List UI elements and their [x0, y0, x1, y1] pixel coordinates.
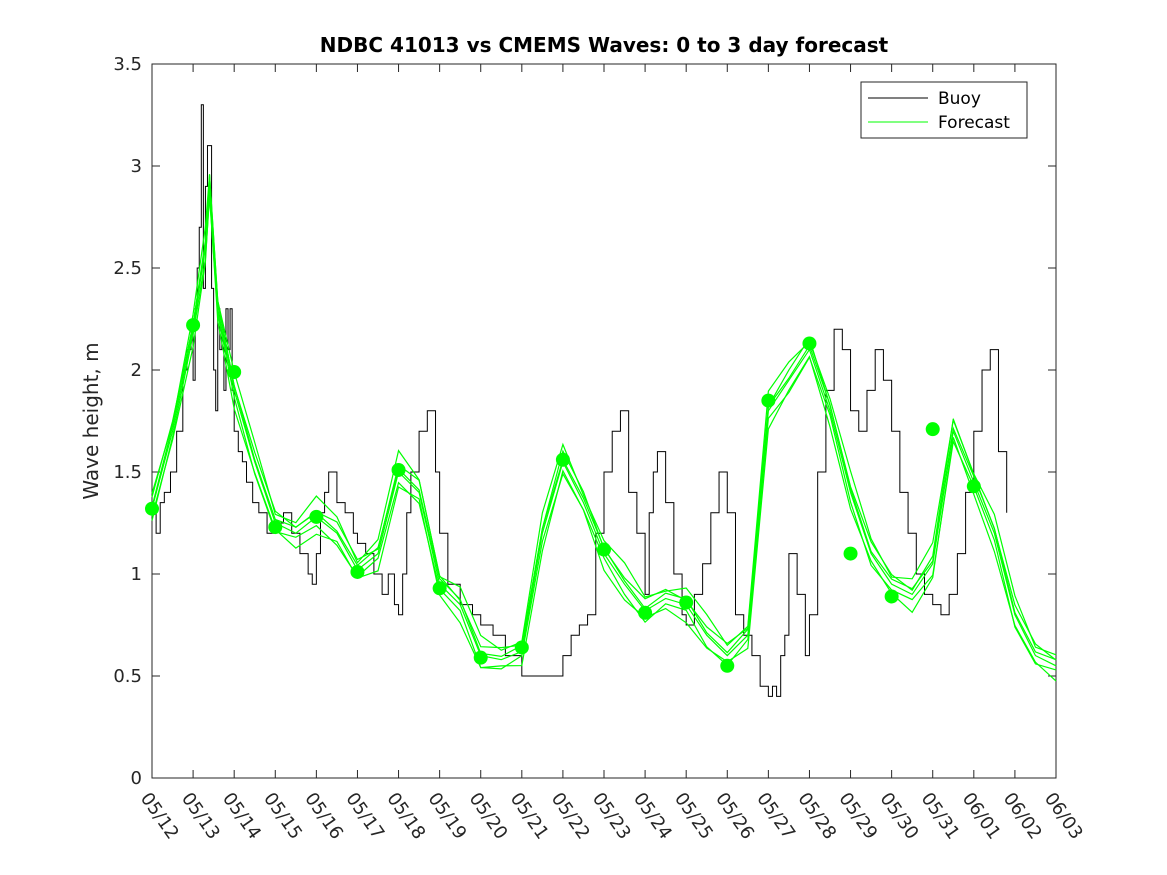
x-tick-label: 05/14 [218, 789, 265, 844]
forecast-start-point [720, 658, 735, 673]
y-tick-label: 1 [131, 564, 142, 585]
legend-buoy-label: Buoy [938, 89, 981, 109]
forecast-start-point [925, 422, 940, 437]
x-tick-label: 05/30 [876, 789, 923, 844]
x-tick-label: 05/27 [752, 789, 799, 844]
y-tick-label: 2 [131, 360, 142, 381]
forecast-start-point [884, 589, 899, 604]
y-tick-label: 3.5 [113, 54, 142, 75]
forecast-start-point [309, 509, 324, 524]
forecast-start-point [966, 479, 981, 494]
x-tick-label: 05/21 [506, 789, 553, 844]
x-tick-label: 06/02 [999, 789, 1046, 844]
x-tick-label: 05/19 [424, 789, 471, 844]
forecast-start-point [679, 595, 694, 610]
forecast-start-point [843, 546, 858, 561]
forecast-start-point [391, 462, 406, 477]
chart-title: NDBC 41013 vs CMEMS Waves: 0 to 3 day fo… [320, 33, 889, 57]
x-tick-label: 05/17 [341, 789, 388, 844]
forecast-start-point [227, 365, 242, 380]
series-forecast-ensemble-line [151, 192, 1057, 682]
axes-box [151, 63, 1057, 779]
y-axis-label: Wave height, m [79, 342, 103, 499]
forecast-start-point [350, 564, 365, 579]
x-tick-label: 05/16 [300, 789, 347, 844]
forecast-start-point [473, 650, 488, 665]
y-tick-label: 3 [131, 156, 142, 177]
plot-area: 00.511.522.533.505/1205/1305/1405/1505/1… [113, 54, 1087, 843]
y-tick-label: 0.5 [113, 666, 142, 687]
x-tick-label: 05/24 [629, 789, 676, 844]
y-tick-label: 0 [131, 768, 142, 789]
x-tick-label: 05/28 [793, 789, 840, 844]
forecast-start-point [597, 542, 611, 557]
forecast-start-point [514, 640, 529, 655]
x-tick-label: 05/15 [259, 789, 306, 844]
series-buoy-line [152, 104, 1008, 697]
y-tick-label: 1.5 [113, 462, 142, 483]
y-tick-label: 2.5 [113, 258, 142, 279]
series-forecast-ensemble-line [151, 174, 1057, 656]
series-forecast-ensemble-line [151, 183, 1057, 661]
x-tick-label: 06/01 [958, 789, 1005, 844]
series-forecast-ensemble-line [151, 174, 1057, 661]
series-forecast-line [151, 186, 1057, 667]
legend-forecast-label: Forecast [938, 113, 1010, 133]
x-tick-label: 05/20 [465, 789, 512, 844]
x-tick-label: 06/03 [1040, 789, 1087, 844]
x-tick-label: 05/22 [547, 789, 594, 844]
forecast-start-point [186, 318, 201, 333]
forecast-start-point [555, 452, 570, 467]
forecast-start-point [145, 501, 159, 516]
x-tick-label: 05/25 [670, 789, 717, 844]
x-tick-label: 05/12 [136, 789, 183, 844]
forecast-start-point [638, 605, 653, 620]
forecast-start-point [268, 520, 283, 535]
forecast-start-point [761, 393, 776, 408]
x-tick-label: 05/13 [177, 789, 224, 844]
x-tick-label: 05/31 [917, 789, 964, 844]
legend-box [860, 81, 1028, 139]
forecast-start-point [432, 581, 447, 596]
forecast-start-point [802, 336, 817, 351]
x-tick-label: 05/23 [588, 789, 635, 844]
x-tick-label: 05/29 [834, 789, 881, 844]
legend: Buoy Forecast [860, 81, 1028, 139]
x-tick-label: 05/18 [382, 789, 429, 844]
x-tick-label: 05/26 [711, 789, 758, 844]
